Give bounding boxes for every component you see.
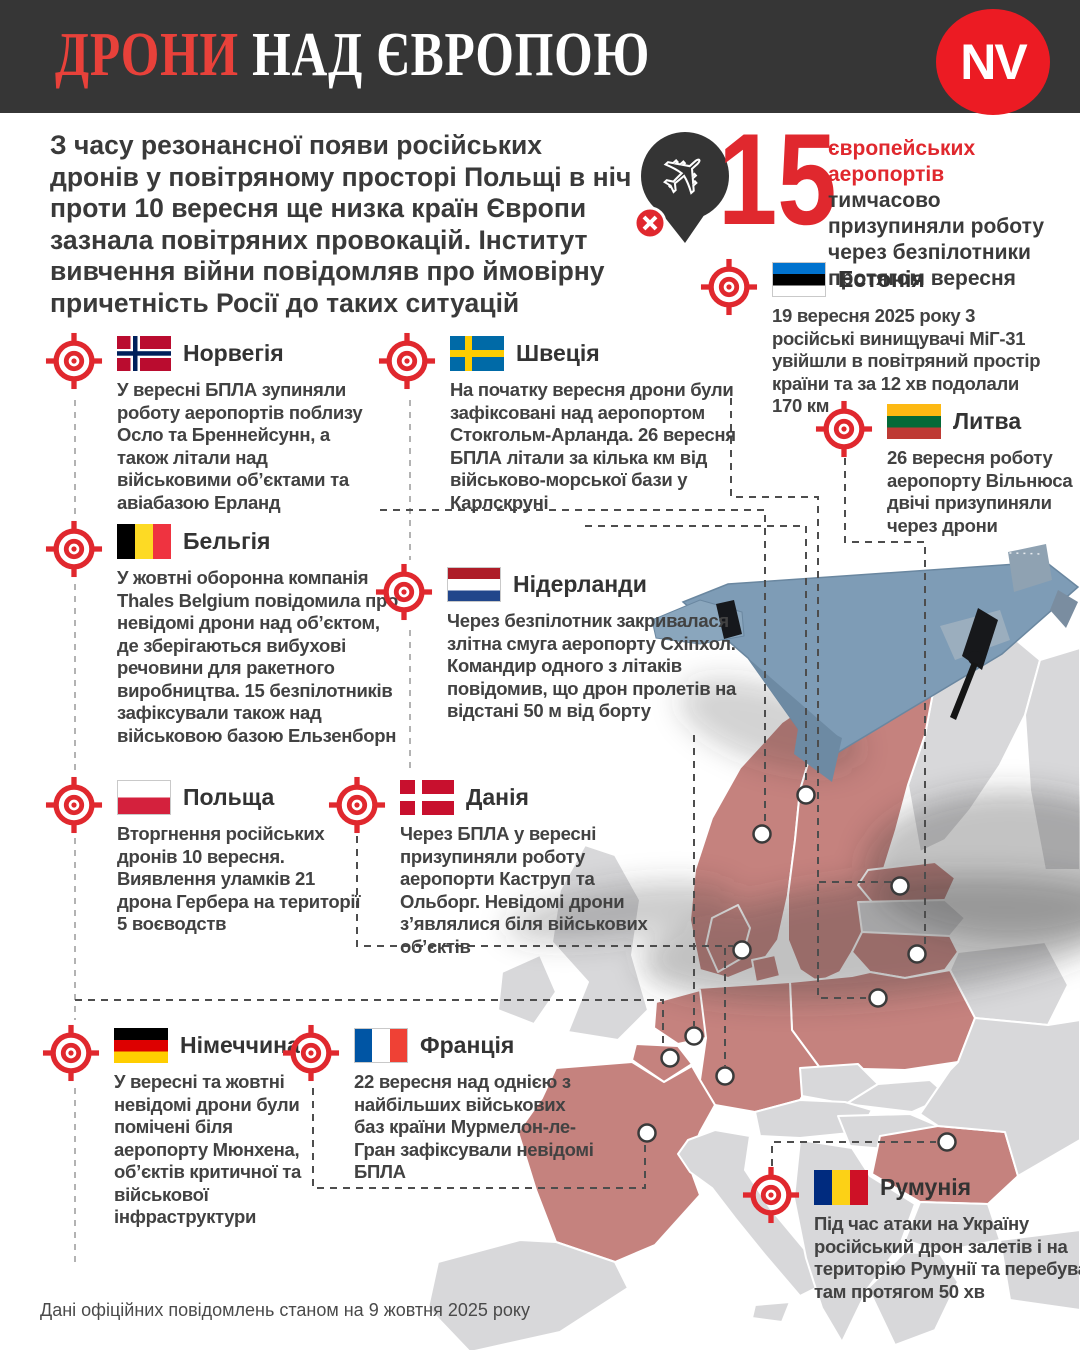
country-name: Норвегія — [183, 340, 284, 366]
country-block-romania: Румунія Під час атаки на Україну російсь… — [742, 1166, 1080, 1303]
lithuania-flag-icon — [887, 404, 941, 439]
country-text: У жовтні оборонна компанія Thales Belgiu… — [117, 567, 398, 746]
country-name: Литва — [953, 408, 1022, 434]
country-text: 19 вересня 2025 року 3 російські винищув… — [772, 305, 1041, 417]
country-block-sweden: Швеція На початку вересня дрони були заф… — [378, 332, 738, 514]
denmark-flag-icon — [400, 780, 454, 815]
country-block-poland: Польща Вторгнення російських дронів 10 в… — [45, 776, 361, 936]
country-name: Данія — [466, 784, 529, 810]
country-name: Польща — [183, 784, 275, 810]
country-block-belgium: Бельгія У жовтні оборонна компанія Thale… — [45, 520, 403, 748]
country-block-denmark: Данія Через БПЛА у вересні призупиняли р… — [328, 776, 666, 958]
title-red-part: ДРОНИ — [55, 21, 239, 89]
target-icon — [328, 776, 386, 834]
sweden-flag-icon — [450, 336, 504, 371]
country-name: Франція — [420, 1032, 515, 1058]
target-icon — [375, 563, 433, 621]
country-name: Бельгія — [183, 528, 271, 554]
header-bar: ДРОНИ НАД ЄВРОПОЮ — [0, 0, 1080, 113]
country-block-france: Франція 22 вересня над однією з найбільш… — [282, 1024, 600, 1184]
stat-number: 15 — [718, 106, 837, 252]
romania-flag-icon — [814, 1170, 868, 1205]
target-icon — [45, 332, 103, 390]
country-text: У вересні БПЛА зупиняли роботу аеропорті… — [117, 379, 363, 513]
country-text: На початку вересня дрони були зафіксован… — [450, 379, 736, 513]
france-flag-icon — [354, 1028, 408, 1063]
target-icon — [378, 332, 436, 390]
stat-highlight: європейських аеропортів — [828, 137, 976, 187]
target-icon — [45, 776, 103, 834]
country-text: Через безпілотник закривалася злітна сму… — [447, 610, 737, 722]
country-text: 22 вересня над однією з найбільших війсь… — [354, 1071, 594, 1183]
target-icon — [45, 520, 103, 578]
source-note: Дані офіційних повідомлень станом на 9 ж… — [40, 1300, 530, 1320]
country-text: Через БПЛА у вересні призупиняли роботу … — [400, 823, 648, 957]
poland-flag-icon — [117, 780, 171, 815]
country-block-netherlands: Нідерланди Через безпілотник закривалася… — [375, 563, 743, 723]
target-icon — [815, 400, 873, 458]
country-name: Естонія — [838, 266, 925, 292]
intro-text: З часу резонансної появи російських дрон… — [50, 130, 632, 318]
country-name: Румунія — [880, 1174, 972, 1200]
country-name: Нідерланди — [513, 571, 647, 597]
country-block-estonia: Естонія 19 вересня 2025 року 3 російські… — [700, 258, 1050, 418]
country-text: Під час атаки на Україну російський дрон… — [814, 1213, 1080, 1302]
target-icon — [282, 1024, 340, 1082]
stat-rest: тимчасово призупиняли роботу через безпі… — [828, 189, 1045, 291]
estonia-flag-icon — [772, 262, 826, 297]
belgium-flag-icon — [117, 524, 171, 559]
nv-logo: NV — [936, 9, 1050, 115]
country-block-germany: Німеччина У вересні та жовтні невідомі д… — [42, 1024, 322, 1229]
country-text: 26 вересня роботу аеропорту Вільнюса дві… — [887, 447, 1073, 536]
target-icon — [700, 258, 758, 316]
netherlands-flag-icon — [447, 567, 501, 602]
country-name: Швеція — [516, 340, 600, 366]
target-icon — [742, 1166, 800, 1224]
page-title: ДРОНИ НАД ЄВРОПОЮ — [55, 20, 799, 91]
country-block-lithuania: Литва 26 вересня роботу аеропорту Вільню… — [815, 400, 1075, 537]
norway-flag-icon — [117, 336, 171, 371]
country-text: Вторгнення російських дронів 10 вересня.… — [117, 823, 361, 935]
country-text: У вересні та жовтні невідомі дрони були … — [114, 1071, 302, 1228]
country-block-norway: Норвегія У вересні БПЛА зупиняли роботу … — [45, 332, 385, 514]
title-white-part: НАД ЄВРОПОЮ — [238, 21, 651, 89]
stat-label: європейських аеропортів тимчасово призуп… — [828, 136, 1068, 292]
target-icon — [42, 1024, 100, 1082]
germany-flag-icon — [114, 1028, 168, 1063]
airport-closed-pin-icon: ✈ — [635, 132, 729, 243]
